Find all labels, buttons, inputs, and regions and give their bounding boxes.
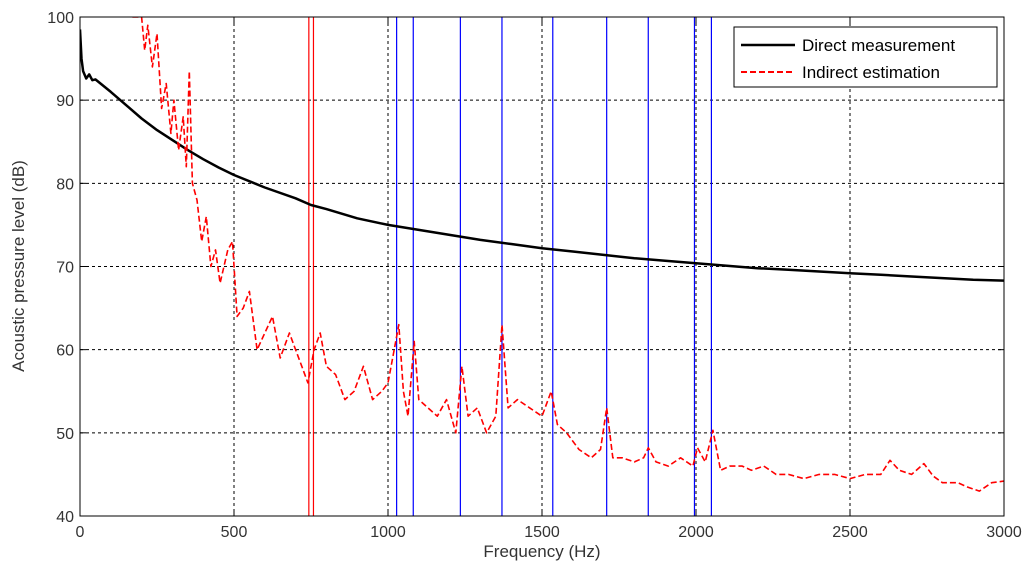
series-lines bbox=[80, 17, 1004, 492]
x-tick-label: 2500 bbox=[832, 524, 868, 541]
series-line-indirect bbox=[132, 17, 1004, 492]
legend-label-direct: Direct measurement bbox=[802, 36, 955, 55]
x-tick-label: 500 bbox=[221, 524, 248, 541]
grid bbox=[80, 17, 1004, 516]
x-tick-label: 1000 bbox=[370, 524, 406, 541]
legend-box bbox=[733, 26, 998, 88]
y-tick-label: 90 bbox=[56, 93, 74, 110]
x-axis-label: Frequency (Hz) bbox=[483, 542, 600, 561]
x-tick-label: 3000 bbox=[986, 524, 1022, 541]
x-tick-label: 0 bbox=[76, 524, 85, 541]
vertical-marker-lines bbox=[308, 17, 713, 516]
y-axis-label: Acoustic pressure level (dB) bbox=[9, 160, 28, 372]
legend-label-indirect: Indirect estimation bbox=[802, 63, 940, 82]
x-tick-label: 1500 bbox=[524, 524, 560, 541]
y-tick-label: 40 bbox=[56, 509, 74, 526]
y-tick-label: 70 bbox=[56, 260, 74, 277]
axis-ticks: 0 500 1000 1500 2000 2500 3000 40 50 60 70 80 90 100 bbox=[47, 10, 1022, 541]
y-tick-label: 50 bbox=[56, 426, 74, 443]
x-tick-label: 2000 bbox=[678, 524, 714, 541]
y-tick-label: 60 bbox=[56, 343, 74, 360]
y-tick-label: 80 bbox=[56, 176, 74, 193]
series-line-direct bbox=[80, 29, 1004, 282]
legend: Direct measurement Indirect estimation bbox=[733, 26, 998, 88]
y-tick-label: 100 bbox=[47, 10, 74, 27]
